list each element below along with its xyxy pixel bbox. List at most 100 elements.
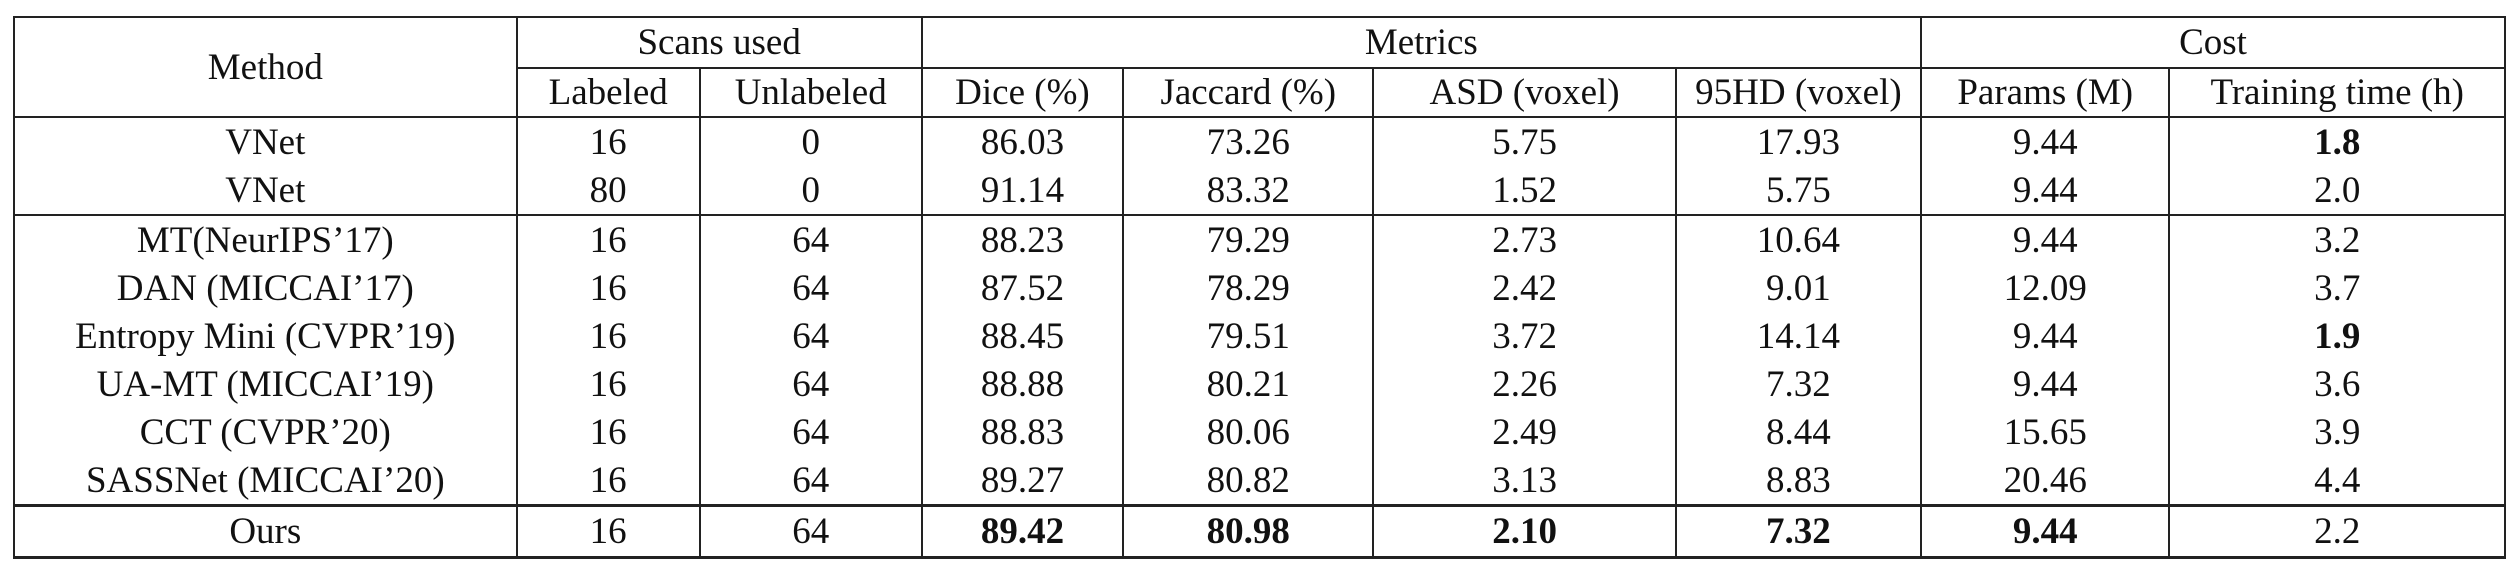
value-cell: 64 — [698, 312, 923, 360]
value-cell: 0 — [698, 166, 923, 215]
value-cell: 16 — [515, 214, 701, 264]
table-row: Ours 16 64 89.42 80.98 2.10 7.32 9.44 2.2 — [13, 504, 2506, 559]
value-cell: 3.9 — [2168, 408, 2506, 456]
table-row: SASSNet (MICCAI’20) 16 64 89.27 80.82 3.13 8.8… — [13, 456, 2506, 506]
value-cell: 73.26 — [1122, 116, 1375, 166]
group-header: Scans used — [515, 16, 923, 68]
value-cell: 64 — [698, 408, 923, 456]
value-cell: 16 — [515, 408, 701, 456]
value-cell: 89.27 — [920, 456, 1125, 506]
value-cell: 5.75 — [1372, 116, 1677, 166]
group-header: Cost — [1919, 16, 2506, 68]
results-table: Method Scans used Metrics Cost Labeled Unlabe… — [13, 16, 2506, 559]
value-cell: 3.13 — [1372, 456, 1677, 506]
table-row: MT(NeurIPS’17) 16 64 88.23 79.29 2.73 10.64 9.4… — [13, 214, 2506, 264]
column-header: Params (M) — [1919, 67, 2171, 117]
table-row: CCT (CVPR’20) 16 64 88.83 80.06 2.49 8.44 15.65… — [13, 408, 2506, 456]
value-cell: 2.42 — [1372, 264, 1677, 312]
group-header: Metrics — [920, 16, 1922, 68]
method-cell: MT(NeurIPS’17) — [13, 214, 518, 264]
value-cell: 12.09 — [1919, 264, 2171, 312]
method-cell: DAN (MICCAI’17) — [13, 264, 518, 312]
value-cell: 2.26 — [1372, 360, 1677, 408]
value-cell: 8.44 — [1674, 408, 1922, 456]
value-cell: 7.32 — [1674, 504, 1922, 559]
value-cell: 0 — [698, 116, 923, 166]
method-cell: VNet — [13, 116, 518, 166]
column-header: Dice (%) — [920, 67, 1125, 117]
value-cell: 91.14 — [920, 166, 1125, 215]
value-cell: 89.42 — [920, 504, 1125, 559]
value-cell: 9.44 — [1919, 360, 2171, 408]
value-cell: 88.23 — [920, 214, 1125, 264]
value-cell: 20.46 — [1919, 456, 2171, 506]
table-row: DAN (MICCAI’17) 16 64 87.52 78.29 2.42 9.01 12.… — [13, 264, 2506, 312]
value-cell: 10.64 — [1674, 214, 1922, 264]
value-cell: 16 — [515, 116, 701, 166]
value-cell: 2.73 — [1372, 214, 1677, 264]
value-cell: 7.32 — [1674, 360, 1922, 408]
value-cell: 64 — [698, 214, 923, 264]
value-cell: 80.82 — [1122, 456, 1375, 506]
value-cell: 88.88 — [920, 360, 1125, 408]
value-cell: 64 — [698, 264, 923, 312]
value-cell: 8.83 — [1674, 456, 1922, 506]
value-cell: 3.7 — [2168, 264, 2506, 312]
method-cell: CCT (CVPR’20) — [13, 408, 518, 456]
value-cell: 9.44 — [1919, 166, 2171, 215]
value-cell: 9.01 — [1674, 264, 1922, 312]
value-cell: 86.03 — [920, 116, 1125, 166]
value-cell: 16 — [515, 312, 701, 360]
value-cell: 80.06 — [1122, 408, 1375, 456]
value-cell: 16 — [515, 264, 701, 312]
table-row: UA-MT (MICCAI’19) 16 64 88.88 80.21 2.26 7.32 9… — [13, 360, 2506, 408]
table-row: VNet 16 0 86.03 73.26 5.75 17.93 9.44 1.8 — [13, 116, 2506, 166]
value-cell: 80 — [515, 166, 701, 215]
value-cell: 83.32 — [1122, 166, 1375, 215]
value-cell: 9.44 — [1919, 504, 2171, 559]
method-cell: Entropy Mini (CVPR’19) — [13, 312, 518, 360]
group-header: Method — [13, 16, 518, 118]
value-cell: 14.14 — [1674, 312, 1922, 360]
value-cell: 88.83 — [920, 408, 1125, 456]
value-cell: 1.9 — [2168, 312, 2506, 360]
method-cell: UA-MT (MICCAI’19) — [13, 360, 518, 408]
value-cell: 1.52 — [1372, 166, 1677, 215]
value-cell: 2.0 — [2168, 166, 2506, 215]
value-cell: 79.29 — [1122, 214, 1375, 264]
method-cell: VNet — [13, 166, 518, 215]
value-cell: 3.2 — [2168, 214, 2506, 264]
value-cell: 9.44 — [1919, 214, 2171, 264]
column-header: Unlabeled — [698, 67, 923, 117]
value-cell: 80.98 — [1122, 504, 1375, 559]
header-row: Labeled Unlabeled Dice (%) Jaccard (%) ASD (… — [14, 67, 2506, 117]
table-row: VNet 80 0 91.14 83.32 1.52 5.75 9.44 2.0 — [13, 166, 2506, 215]
value-cell: 5.75 — [1674, 166, 1922, 215]
value-cell: 16 — [515, 456, 701, 506]
column-header: 95HD (voxel) — [1674, 67, 1922, 117]
value-cell: 88.45 — [920, 312, 1125, 360]
value-cell: 4.4 — [2168, 456, 2506, 506]
method-cell: Ours — [13, 504, 518, 559]
value-cell: 15.65 — [1919, 408, 2171, 456]
value-cell: 9.44 — [1919, 116, 2171, 166]
value-cell: 3.6 — [2168, 360, 2506, 408]
value-cell: 79.51 — [1122, 312, 1375, 360]
value-cell: 64 — [698, 456, 923, 506]
value-cell: 2.49 — [1372, 408, 1677, 456]
value-cell: 78.29 — [1122, 264, 1375, 312]
value-cell: 64 — [698, 504, 923, 559]
value-cell: 16 — [515, 360, 701, 408]
column-header: ASD (voxel) — [1372, 67, 1677, 117]
method-cell: SASSNet (MICCAI’20) — [13, 456, 518, 506]
value-cell: 87.52 — [920, 264, 1125, 312]
column-header: Training time (h) — [2168, 67, 2506, 117]
value-cell: 16 — [515, 504, 701, 559]
header-row: Method Scans used Metrics Cost — [13, 16, 2506, 118]
value-cell: 64 — [698, 360, 923, 408]
table-row: Entropy Mini (CVPR’19) 16 64 88.45 79.51 3.72… — [13, 312, 2506, 360]
column-header: Jaccard (%) — [1122, 67, 1375, 117]
value-cell: 3.72 — [1372, 312, 1677, 360]
value-cell: 80.21 — [1122, 360, 1375, 408]
